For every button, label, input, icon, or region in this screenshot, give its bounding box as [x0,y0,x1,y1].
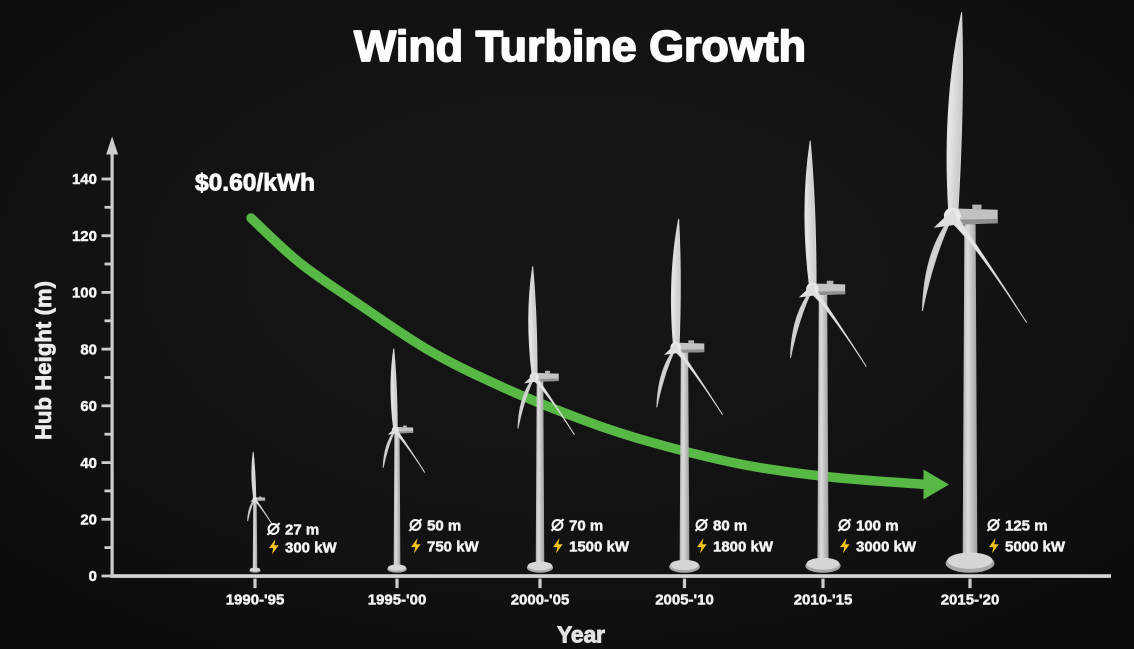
svg-text:Wind Turbine Growth: Wind Turbine Growth [354,22,806,71]
svg-text:1990-'95: 1990-'95 [226,592,285,609]
svg-text:20: 20 [80,512,97,529]
svg-text:80: 80 [80,341,97,358]
svg-text:2000-'05: 2000-'05 [511,592,570,609]
svg-text:1500 kW: 1500 kW [569,538,630,555]
svg-text:1995-'00: 1995-'00 [368,592,427,609]
svg-text:2005-'10: 2005-'10 [655,592,714,609]
svg-text:125 m: 125 m [1005,517,1048,534]
svg-text:1800 kW: 1800 kW [713,538,774,555]
svg-text:100 m: 100 m [856,517,899,534]
svg-text:3000 kW: 3000 kW [856,538,917,555]
svg-text:Year: Year [557,622,605,648]
svg-text:100: 100 [72,285,97,302]
svg-text:140: 140 [72,171,97,188]
svg-text:750 kW: 750 kW [427,538,480,555]
svg-text:50 m: 50 m [427,517,461,534]
svg-text:2015-'20: 2015-'20 [941,592,1000,609]
svg-text:5000 kW: 5000 kW [1005,538,1066,555]
svg-text:27 m: 27 m [285,521,319,538]
svg-text:120: 120 [72,228,97,245]
svg-text:70 m: 70 m [569,517,603,534]
svg-text:60: 60 [80,398,97,415]
svg-text:80 m: 80 m [713,517,747,534]
svg-text:$0.60/kWh: $0.60/kWh [195,170,315,197]
svg-text:40: 40 [80,455,97,472]
svg-text:0: 0 [89,568,97,585]
svg-text:300 kW: 300 kW [285,539,338,556]
svg-text:2010-'15: 2010-'15 [794,592,853,609]
svg-text:Hub Height (m): Hub Height (m) [31,281,56,440]
